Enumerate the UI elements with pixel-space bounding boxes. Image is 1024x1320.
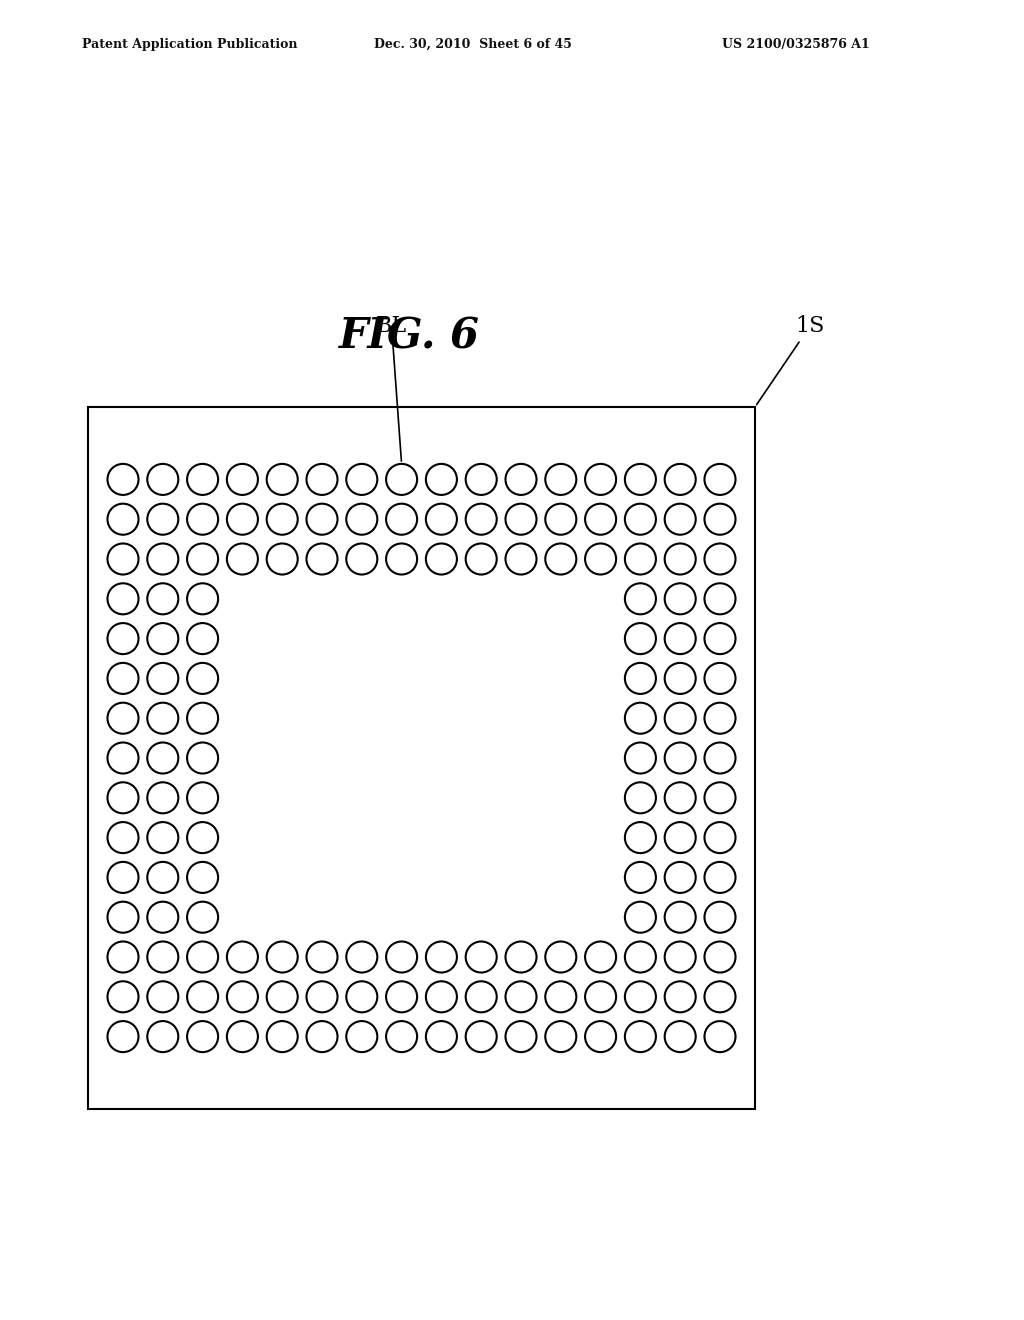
Text: Patent Application Publication: Patent Application Publication	[82, 37, 297, 50]
Text: Dec. 30, 2010  Sheet 6 of 45: Dec. 30, 2010 Sheet 6 of 45	[374, 37, 571, 50]
Text: BL: BL	[376, 315, 408, 461]
Bar	[88, 407, 755, 1109]
Text: FIG. 6: FIG. 6	[339, 315, 480, 358]
Text: US 2100/0325876 A1: US 2100/0325876 A1	[722, 37, 869, 50]
Text: 1S: 1S	[757, 315, 824, 405]
